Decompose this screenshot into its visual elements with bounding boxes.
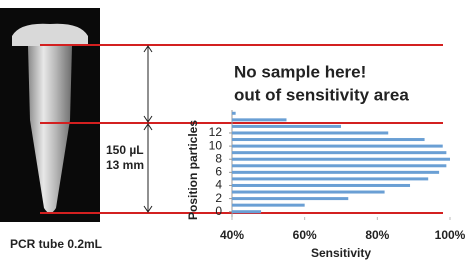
bar	[232, 125, 341, 128]
y-tick-label: 10	[209, 138, 223, 152]
bar	[232, 204, 305, 207]
warning-text: out of sensitivity area	[234, 85, 409, 104]
y-tick-label: 6	[215, 165, 222, 179]
x-tick-label: 80%	[365, 228, 389, 242]
bar	[232, 145, 443, 148]
warning-text: No sample here!	[234, 62, 366, 81]
caption: PCR tube 0.2mL	[10, 237, 102, 251]
figure: 150 µL 13 mm No sample here! out of sens…	[0, 0, 469, 262]
height-label: 13 mm	[106, 158, 144, 172]
bar	[232, 164, 446, 167]
bar	[232, 177, 428, 180]
bar	[232, 118, 287, 121]
bar	[232, 197, 348, 200]
bar	[232, 184, 410, 187]
bar	[232, 151, 446, 154]
bar	[232, 191, 385, 194]
bar	[232, 138, 425, 141]
bar	[232, 210, 261, 213]
y-tick-label: 8	[215, 151, 222, 165]
dimension-arrows	[144, 46, 152, 212]
bar	[232, 112, 236, 115]
y-tick-label: 4	[215, 178, 222, 192]
y-tick-label: 2	[215, 191, 222, 205]
y-axis-label: Position particles	[186, 120, 200, 220]
bar	[232, 131, 388, 134]
tube-cap	[12, 24, 88, 46]
bar	[232, 171, 439, 174]
x-axis-label: Sensitivity	[311, 246, 371, 260]
x-tick-label: 60%	[293, 228, 317, 242]
volume-label: 150 µL	[106, 143, 144, 157]
bar	[232, 158, 450, 161]
x-tick-label: 100%	[435, 228, 466, 242]
x-tick-label: 40%	[220, 228, 244, 242]
y-tick-label: 0	[215, 204, 222, 218]
y-tick-label: 12	[209, 125, 223, 139]
page: {"chart_data": {"type": "hbar", "ylabel"…	[0, 0, 469, 267]
